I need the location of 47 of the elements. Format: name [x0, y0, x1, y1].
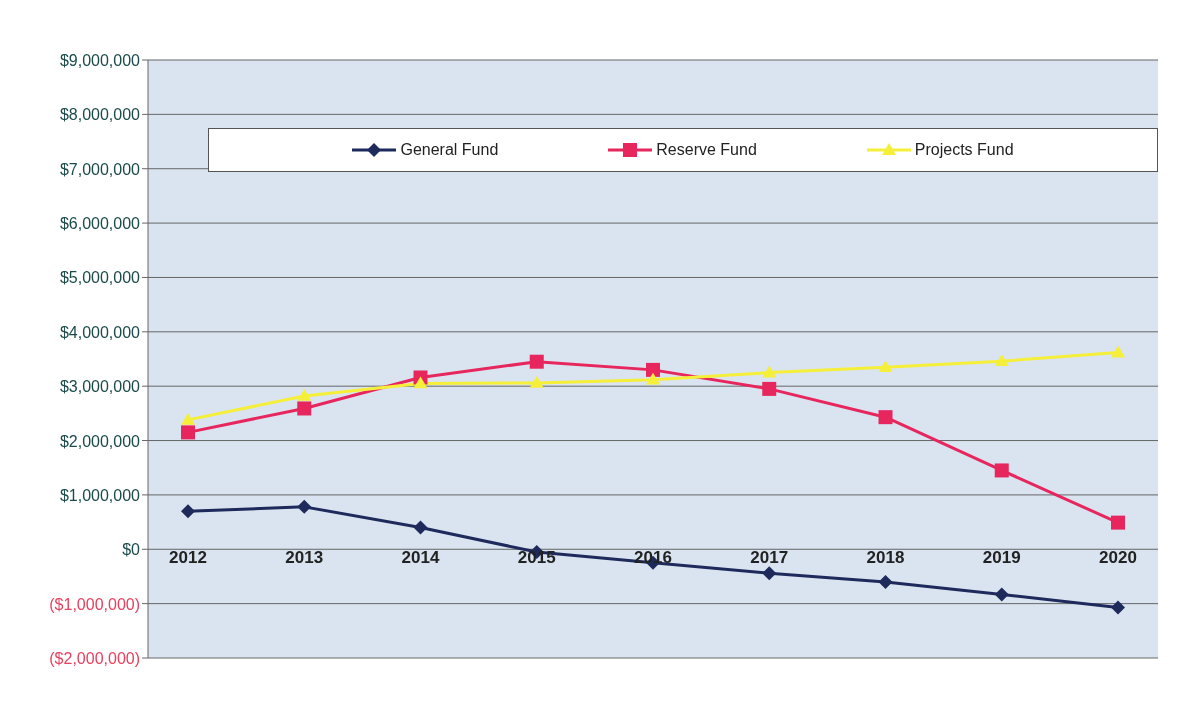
point	[413, 376, 428, 389]
point	[413, 520, 428, 535]
point	[1111, 600, 1125, 615]
x-tick-label: 2019	[982, 548, 1021, 568]
point	[529, 375, 544, 388]
point	[646, 372, 660, 385]
point	[762, 365, 777, 378]
point	[878, 410, 893, 425]
y-tick-label: $9,000,000	[59, 52, 141, 69]
x-tick-label: 2020	[1099, 548, 1137, 568]
point	[646, 362, 660, 377]
point	[181, 425, 195, 440]
y-tick-label: ($2,000,000)	[49, 650, 140, 667]
x-tick-label: 2018	[866, 548, 905, 568]
point	[994, 354, 1009, 367]
y-tick-label: $4,000,000	[59, 323, 141, 341]
point	[878, 574, 893, 589]
point	[297, 401, 312, 416]
point	[181, 412, 195, 425]
y-tick-label: $8,000,000	[59, 106, 141, 124]
x-tick-label: 2015	[517, 548, 556, 568]
legend-label: Reserve Fund	[655, 141, 757, 159]
y-tick-label: $6,000,000	[59, 215, 141, 233]
x-tick-label: 2014	[401, 548, 440, 568]
y-tick-label: $7,000,000	[59, 160, 141, 178]
y-tick-label: $0	[122, 541, 141, 559]
x-tick-label: 2012	[169, 548, 207, 568]
point	[762, 566, 777, 581]
point	[529, 354, 544, 369]
y-tick-label: $2,000,000	[59, 432, 141, 450]
legend-label: Projects Fund	[913, 141, 1014, 159]
point	[878, 360, 893, 373]
y-tick-label: $1,000,000	[59, 486, 141, 504]
y-tick-label: $5,000,000	[59, 269, 141, 287]
point	[762, 381, 777, 396]
legend-label: General Fund	[399, 141, 499, 159]
x-tick-label: 2017	[750, 548, 789, 568]
y-tick-label: $3,000,000	[59, 378, 141, 396]
point	[994, 587, 1009, 602]
point	[994, 463, 1009, 478]
point	[297, 499, 312, 514]
point	[181, 504, 195, 519]
point	[297, 388, 312, 401]
x-tick-label: 2013	[285, 548, 324, 568]
point	[1111, 345, 1125, 358]
point	[1111, 515, 1125, 530]
y-tick-label: ($1,000,000)	[49, 595, 140, 613]
